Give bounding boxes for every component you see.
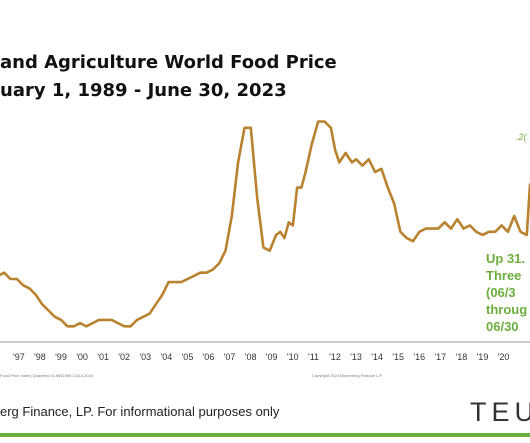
x-tick-label: '20 xyxy=(498,352,510,362)
x-tick-label: '12 xyxy=(329,352,341,362)
chart-title-block: and Agriculture World Food Price uary 1,… xyxy=(0,50,337,104)
annotation-line-4: throug xyxy=(486,302,528,317)
x-tick-label: '14 xyxy=(371,352,383,362)
x-tick-label: '18 xyxy=(456,352,468,362)
x-tick-label: '15 xyxy=(392,352,404,362)
x-tick-label: '01 xyxy=(97,352,109,362)
footer-disclaimer: erg Finance, LP. For informational purpo… xyxy=(0,404,280,419)
x-tick-label: '99 xyxy=(55,352,67,362)
x-tick-label: '09 xyxy=(266,352,278,362)
x-tick-label: '17 xyxy=(434,352,446,362)
annotation-line-1: Up 31. xyxy=(486,251,526,266)
x-tick-label: '16 xyxy=(413,352,425,362)
footer-green-rule xyxy=(0,433,530,437)
x-tick-label: '10 xyxy=(287,352,299,362)
x-tick-label: '00 xyxy=(76,352,88,362)
brand-logo: TEU xyxy=(470,397,530,427)
x-tick-label: '02 xyxy=(118,352,130,362)
x-tick-label: '11 xyxy=(308,352,319,362)
x-axis-ticks: '97 '98 '99 '00 '01 '02 '03 '04 '05 '06 '07 '08 '09 '… xyxy=(13,352,509,362)
x-tick-label: '98 xyxy=(34,352,46,362)
food-price-series-line xyxy=(0,120,530,328)
chart-title: and Agriculture World Food Price xyxy=(0,52,337,73)
source-note-right: Copyright 2023 Bloomberg Finance L.P. xyxy=(312,373,383,378)
x-tick-label: '03 xyxy=(139,352,151,362)
x-tick-label: '19 xyxy=(477,352,489,362)
annotation-line-3: (06/3 xyxy=(486,285,516,300)
x-tick-label: '08 xyxy=(245,352,257,362)
x-tick-label: '13 xyxy=(350,352,362,362)
x-tick-label: '07 xyxy=(224,352,236,362)
peak-value-label: .2( xyxy=(516,132,528,142)
x-tick-label: '04 xyxy=(161,352,173,362)
annotation-line-2: Three xyxy=(486,268,522,283)
x-tick-label: '06 xyxy=(203,352,215,362)
chart-subtitle: uary 1, 1989 - June 30, 2023 xyxy=(0,80,287,101)
x-tick-label: '05 xyxy=(182,352,194,362)
x-tick-label: '97 xyxy=(13,352,25,362)
source-note-left: Food Price Index) Quarterly 01JAN1989-13… xyxy=(0,373,93,378)
change-annotation: Up 31. Three (06/3 throug 06/30 xyxy=(486,250,527,335)
annotation-line-5: 06/30 xyxy=(486,319,519,334)
